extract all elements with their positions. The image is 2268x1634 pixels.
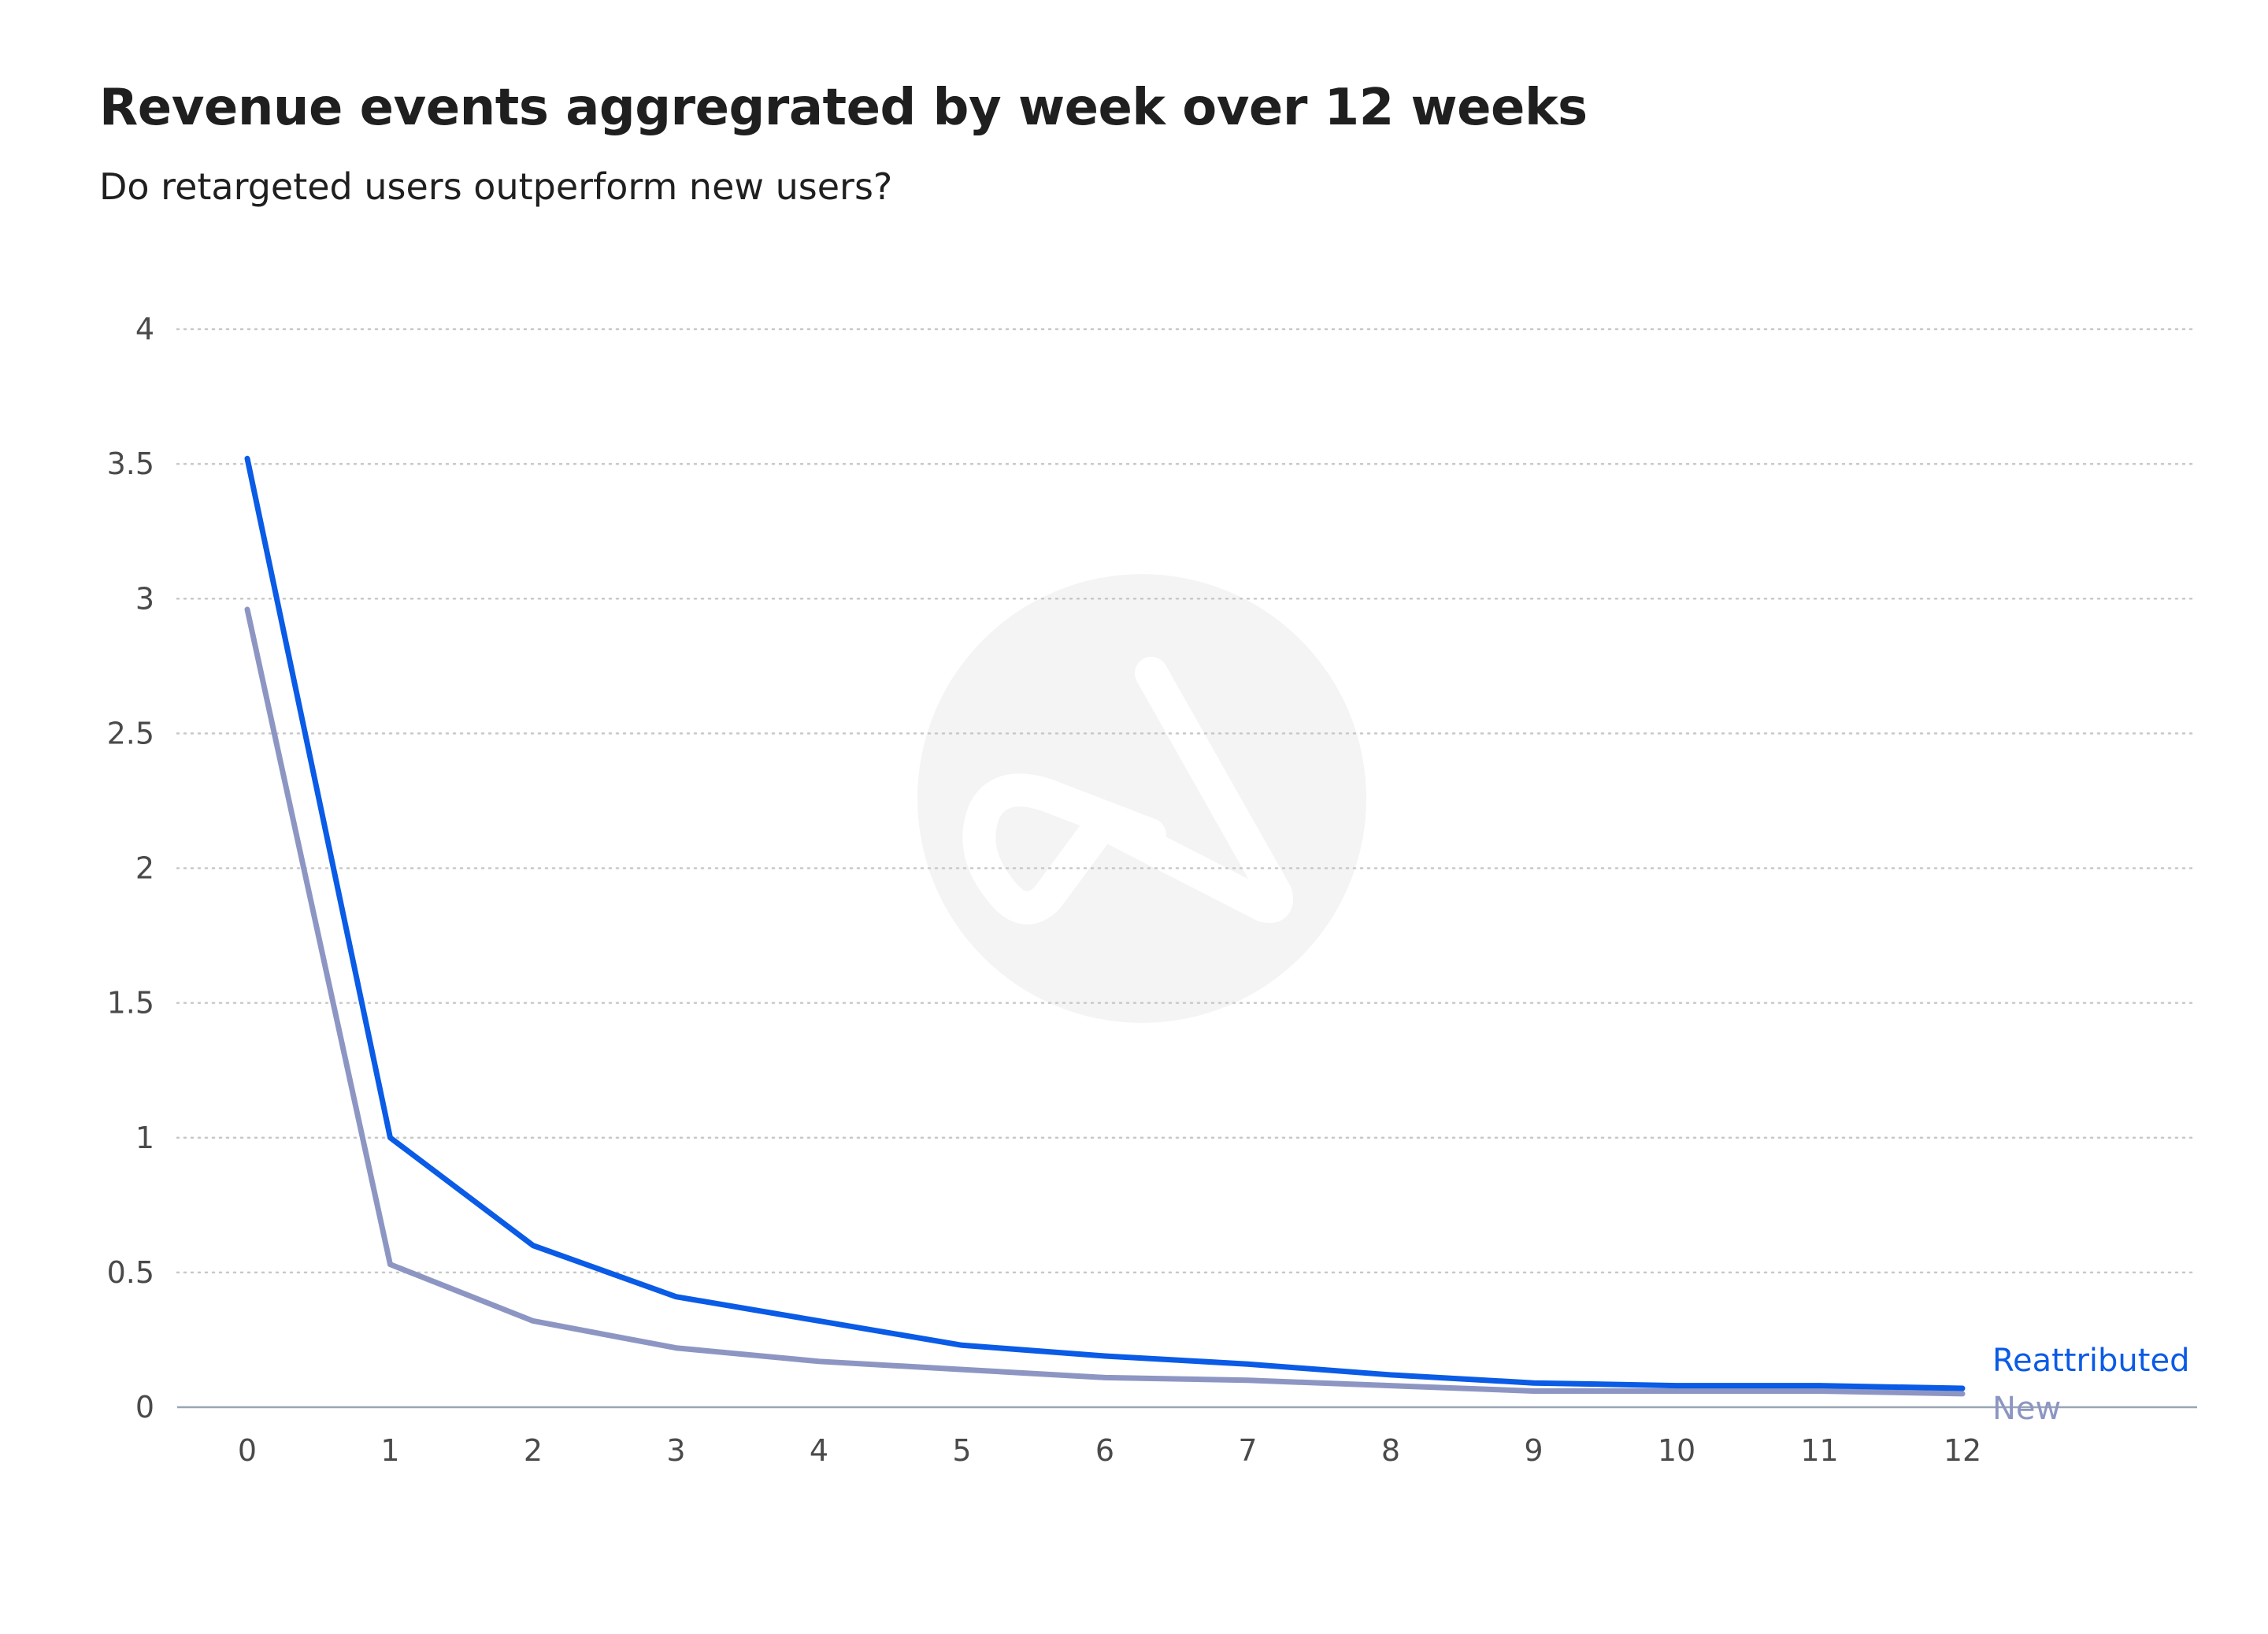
y-tick-label: 3 — [135, 581, 154, 616]
series-labels: Reattributed New — [1992, 1343, 2189, 1427]
series-line-reattributed — [244, 455, 1966, 1391]
y-tick-label: 2.5 — [107, 716, 154, 750]
x-tick-label: 5 — [952, 1433, 971, 1468]
adjust-logo-icon — [917, 574, 1366, 1023]
series-label-reattributed: Reattributed — [1992, 1343, 2189, 1379]
x-tick-label: 4 — [810, 1433, 828, 1468]
y-tick-label: 4 — [135, 312, 154, 346]
x-tick-label: 8 — [1381, 1433, 1400, 1468]
y-axis-ticks: 0 0.5 1 1.5 2 2.5 3 3.5 4 — [107, 312, 154, 1425]
x-tick-label: 7 — [1238, 1433, 1257, 1468]
y-tick-label: 1.5 — [107, 986, 154, 1021]
y-tick-label: 0 — [135, 1390, 154, 1425]
y-tick-label: 1 — [135, 1121, 154, 1155]
series-label-new: New — [1992, 1391, 2061, 1427]
y-tick-label: 3.5 — [107, 446, 154, 481]
chart-title: Revenue events aggregrated by week over … — [99, 79, 1588, 137]
x-tick-label: 3 — [666, 1433, 685, 1468]
x-tick-label: 11 — [1800, 1433, 1838, 1468]
series-line-new — [244, 606, 1966, 1397]
x-tick-label: 0 — [238, 1433, 257, 1468]
y-tick-label: 2 — [135, 851, 154, 886]
x-axis-ticks: 0 1 2 3 4 5 6 7 8 9 10 11 12 — [238, 1433, 1981, 1468]
x-tick-label: 9 — [1524, 1433, 1543, 1468]
series-lines — [244, 455, 1966, 1397]
x-tick-label: 12 — [1944, 1433, 1981, 1468]
x-tick-label: 2 — [524, 1433, 543, 1468]
x-tick-label: 10 — [1658, 1433, 1695, 1468]
x-tick-label: 6 — [1095, 1433, 1114, 1468]
y-tick-label: 0.5 — [107, 1255, 154, 1290]
chart-subtitle: Do retargeted users outperform new users… — [99, 165, 893, 208]
x-tick-label: 1 — [380, 1433, 399, 1468]
